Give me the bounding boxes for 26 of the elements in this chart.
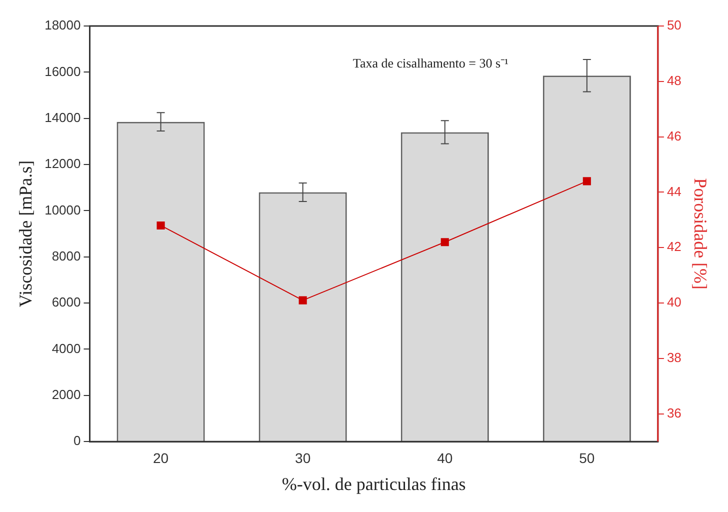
y-tick-label: 18000	[44, 18, 81, 33]
y-tick-label: 6000	[52, 294, 81, 310]
y-axis-title: Viscosidade [mPa.s]	[16, 160, 36, 308]
y-tick-label: 10000	[44, 202, 81, 218]
y-tick-label: 8000	[52, 248, 81, 264]
y-tick-label: 0	[74, 433, 81, 448]
y2-tick-label: 42	[666, 239, 682, 254]
y2-tick-label: 38	[666, 350, 682, 366]
x-tick-label: 40	[437, 450, 453, 466]
x-tick-label: 50	[579, 450, 595, 466]
y2-tick-label: 48	[666, 72, 682, 88]
y2-tick-label: 50	[666, 18, 682, 33]
y-tick-label: 2000	[52, 387, 81, 402]
y2-tick-label: 46	[666, 128, 682, 144]
annotation: Taxa de cisalhamento = 30 s⁻¹	[352, 55, 508, 70]
y-tick-label: 16000	[44, 64, 81, 79]
y-tick-label: 14000	[44, 110, 81, 125]
y2-tick-label: 44	[666, 184, 682, 199]
y2-tick-label: 36	[666, 405, 682, 420]
x-axis-title: %-vol. de particulas finas	[282, 474, 466, 494]
y-tick-label: 12000	[44, 156, 81, 172]
y2-axis-title: Porosidade [%]	[690, 178, 710, 290]
x-tick-label: 20	[152, 450, 169, 466]
y2-tick-label: 40	[666, 294, 682, 310]
x-tick-label: 30	[295, 450, 311, 466]
y-tick-label: 4000	[52, 340, 81, 356]
